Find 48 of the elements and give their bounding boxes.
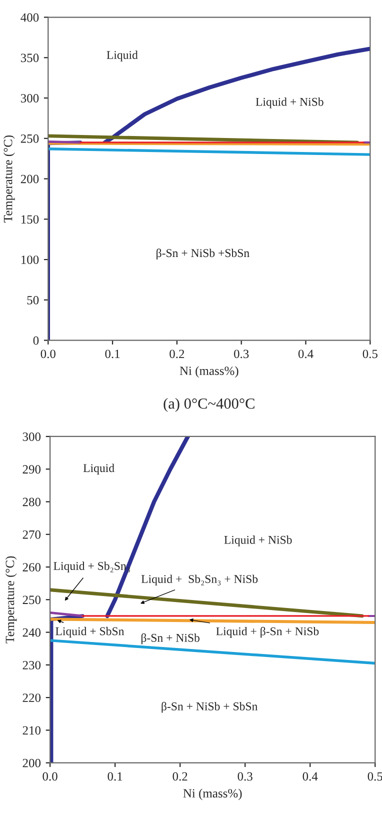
annotation: β-Sn + NiSb + SbSn <box>162 702 258 713</box>
y-tick-label: 220 <box>22 694 41 702</box>
y-tick-label: 300 <box>20 94 39 102</box>
x-tick-label: 0.4 <box>298 350 314 358</box>
x-tick-label: 0.5 <box>368 772 382 781</box>
x-tick-label: 0.3 <box>234 350 249 358</box>
annotation: Liquid + Sb₂Sn₃ + NiSb <box>141 574 258 586</box>
y-tick-label: 350 <box>20 54 39 62</box>
x-tick-label: 0.2 <box>170 350 184 358</box>
y-tick-label: 280 <box>22 498 41 506</box>
x-tick-label: 0.1 <box>108 772 122 781</box>
y-tick-label: 200 <box>22 758 41 768</box>
y-axis-title: Temperature (°C) <box>5 556 17 644</box>
y-tick-label: 150 <box>21 215 39 224</box>
y-tick-label: 250 <box>22 596 41 604</box>
x-tick-label: 0.4 <box>302 772 318 781</box>
annotation: Liquid + SbSn <box>56 626 124 638</box>
text: (a) 0°C~400°C <box>164 398 254 412</box>
y-tick-label: 400 <box>20 13 39 22</box>
y-tick-label: 0 <box>33 336 39 345</box>
x-tick-label: 0.5 <box>362 350 378 358</box>
annotation: β-Sn + NiSb +SbSn <box>156 248 250 260</box>
y-tick-label: 210 <box>22 726 41 735</box>
y-tick-label: 290 <box>22 465 41 474</box>
x-tick-label: 0.0 <box>40 350 56 358</box>
y-tick-label: 260 <box>22 563 41 572</box>
annotation: Liquid + β-Sn + NiSb <box>216 626 319 638</box>
x-tick-label: 0.3 <box>238 772 252 781</box>
x-axis-title: Ni (mass%) <box>183 788 242 800</box>
y-tick-label: 50 <box>27 296 39 304</box>
x-tick-label: 0.0 <box>42 772 58 781</box>
y-tick-label: 250 <box>20 134 39 143</box>
annotation: Liquid + NiSb <box>224 536 292 546</box>
line-series <box>102 46 370 144</box>
y-tick-label: 100 <box>21 256 39 264</box>
y-tick-label: 200 <box>20 174 39 184</box>
x-tick-label: 0.2 <box>172 772 188 781</box>
annotation: Liquid <box>106 50 138 62</box>
annotation: β-Sn + NiSb <box>141 633 200 644</box>
x-tick-label: 0.1 <box>105 350 120 358</box>
y-tick-label: 270 <box>22 530 41 539</box>
y-axis-title: Temperature (°C) <box>3 135 15 222</box>
y-tick-label: 230 <box>22 660 41 670</box>
annotation: Liquid + NiSb <box>256 98 324 108</box>
y-tick-label: 300 <box>22 432 41 441</box>
annotation: Liquid <box>83 464 114 474</box>
x-axis-title: Ni (mass%) <box>180 366 238 378</box>
y-tick-label: 240 <box>22 628 41 637</box>
